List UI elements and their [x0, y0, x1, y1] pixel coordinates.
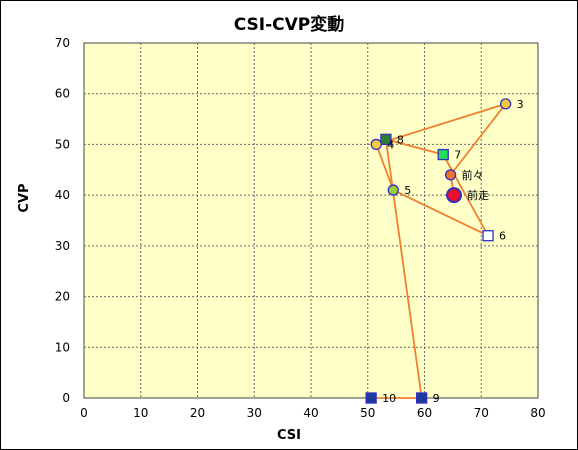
x-axis-label: CSI — [277, 428, 301, 443]
y-tick-label: 30 — [55, 239, 70, 253]
data-point-label: 8 — [397, 133, 404, 146]
chart-title: CSI-CVP変動 — [233, 15, 345, 35]
y-tick-label: 0 — [62, 391, 70, 405]
y-tick-label: 40 — [55, 188, 70, 202]
x-tick-label: 50 — [360, 406, 375, 420]
data-point-marker — [387, 184, 399, 196]
data-point-label: 4 — [387, 138, 394, 151]
data-point-label: 10 — [382, 392, 396, 405]
x-tick-label: 10 — [133, 406, 148, 420]
data-point-marker — [500, 98, 512, 110]
data-point-label: 3 — [517, 98, 524, 111]
data-point-marker — [416, 392, 428, 404]
data-point-marker — [437, 148, 449, 161]
data-point-marker — [370, 138, 382, 151]
grid-lines — [84, 43, 538, 398]
data-point-label: 前走 — [467, 188, 489, 202]
y-tick-label: 10 — [55, 340, 70, 354]
x-tick-label: 20 — [190, 406, 205, 420]
data-point-label: 前々 — [462, 168, 484, 182]
x-tick-label: 40 — [303, 406, 318, 420]
tick-labels: 0 10 20 30 40 50 60 70 80 0 10 20 30 40 50 60 70 — [55, 36, 546, 420]
x-tick-label: 60 — [417, 406, 432, 420]
x-tick-label: 80 — [530, 406, 545, 420]
data-point-label: 9 — [433, 392, 440, 405]
data-point-marker — [482, 230, 494, 242]
x-tick-label: 30 — [247, 406, 262, 420]
path-line — [371, 102, 509, 399]
data-point-marker — [365, 392, 377, 404]
data-point-marker — [446, 187, 463, 204]
y-tick-label: 60 — [55, 87, 70, 101]
data-point-marker — [444, 169, 457, 181]
y-tick-label: 50 — [55, 137, 70, 151]
data-point-label: 7 — [454, 149, 461, 162]
x-tick-label: 70 — [474, 406, 489, 420]
y-tick-label: 70 — [55, 36, 70, 50]
data-markers — [365, 98, 512, 404]
y-tick-label: 20 — [55, 290, 70, 304]
x-tick-label: 0 — [80, 406, 88, 420]
data-point-label: 6 — [499, 230, 506, 243]
data-point-marker — [380, 133, 392, 146]
data-point-label: 5 — [404, 184, 411, 197]
